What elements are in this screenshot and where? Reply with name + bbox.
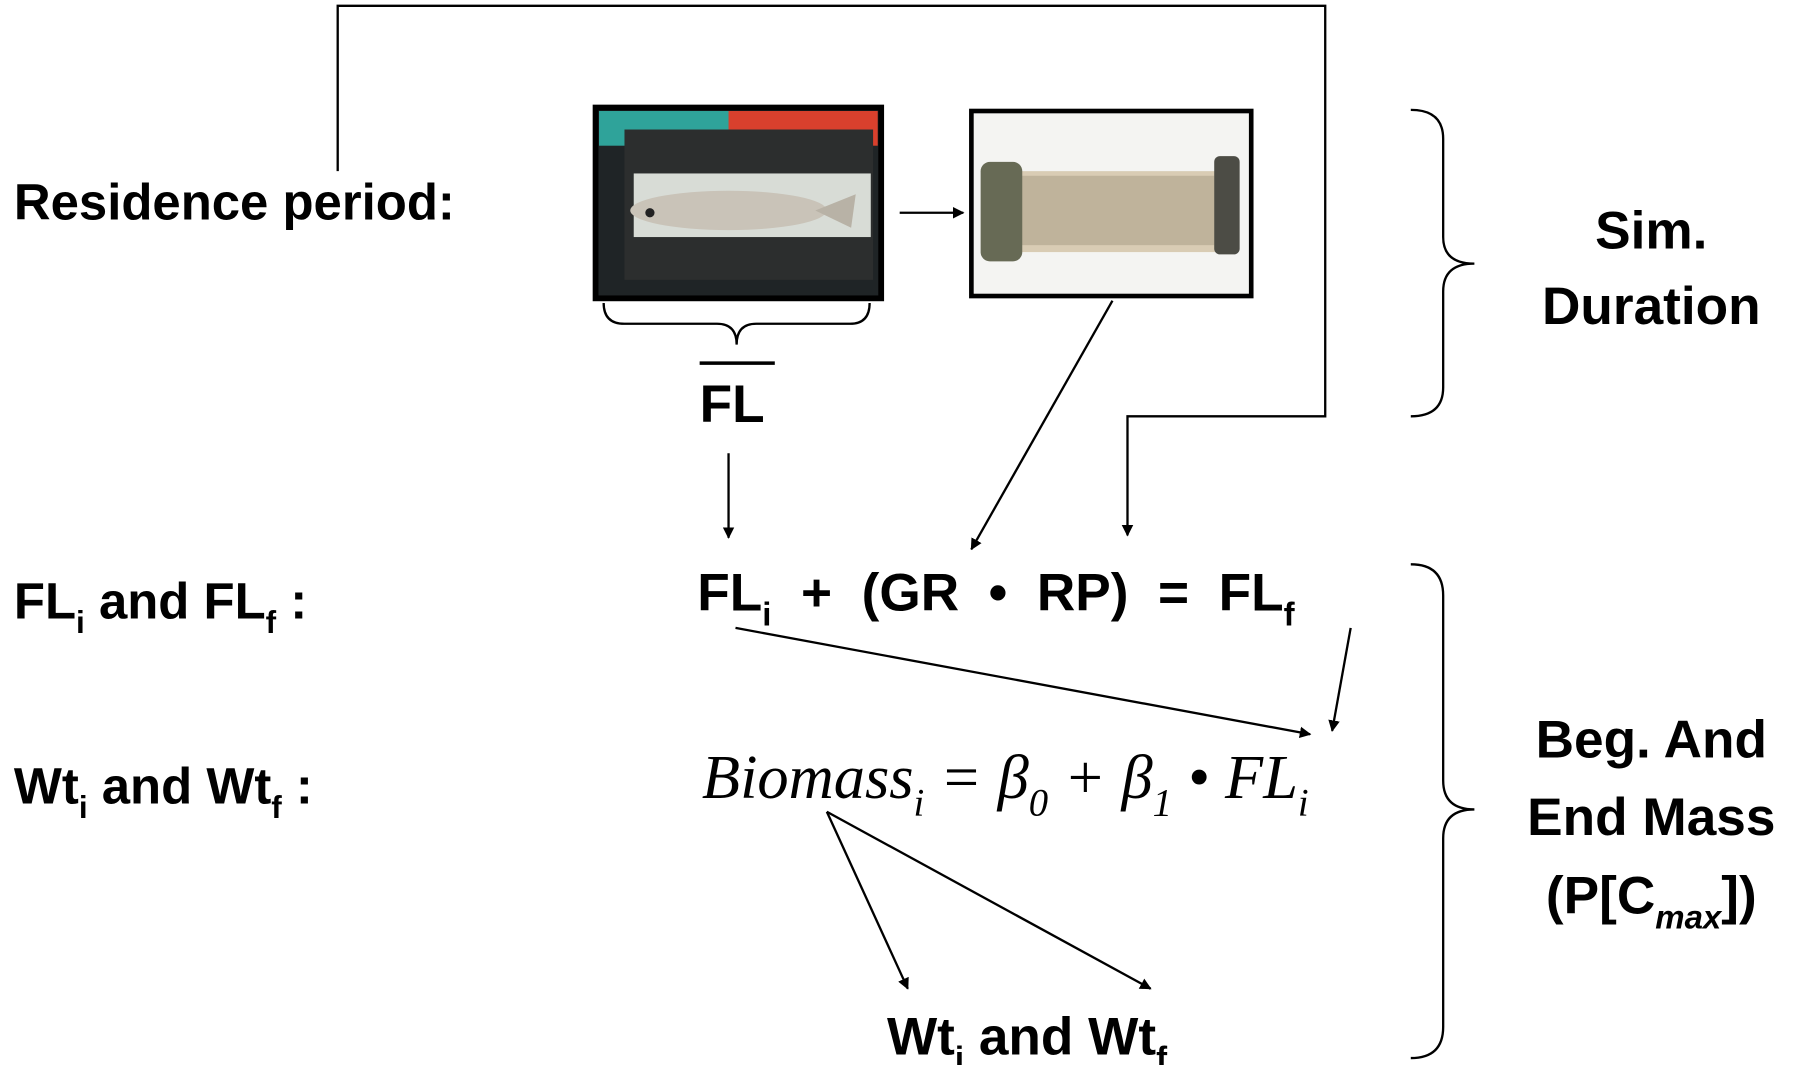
- subscript: f: [271, 789, 282, 825]
- label: Wti and Wtf: [887, 1008, 1168, 1065]
- subscript: i: [1298, 782, 1309, 824]
- scroll-photo: [969, 108, 1254, 299]
- subscript: f: [1156, 1039, 1168, 1065]
- arrow: [1328, 627, 1352, 732]
- label-part: FL: [204, 573, 266, 630]
- subscript: i: [76, 604, 85, 640]
- label-part: :: [276, 573, 307, 630]
- label-part: Duration: [1542, 277, 1761, 336]
- arrow: [970, 300, 1114, 551]
- label-part: Biomass: [702, 742, 914, 812]
- label-part: Beg. And: [1536, 710, 1767, 769]
- fish-photo: [592, 104, 885, 302]
- label-part: End Mass: [1527, 788, 1775, 847]
- label-part: Wt: [1088, 1008, 1156, 1065]
- label-part: FL: [1219, 564, 1284, 623]
- loop-arrow: [336, 4, 1327, 537]
- arrow: [735, 626, 1312, 739]
- subscript: max: [1655, 898, 1723, 935]
- brace: [602, 302, 871, 345]
- label-part: •: [1172, 742, 1225, 812]
- label-part: and: [964, 1008, 1088, 1065]
- label-part: ]): [1721, 867, 1756, 926]
- label: Residence period:: [14, 174, 455, 231]
- label-part: +: [1048, 742, 1121, 812]
- brace: [1410, 563, 1475, 1060]
- arrow: [826, 810, 1152, 990]
- label-part: (P[C: [1546, 867, 1655, 926]
- label-part: FL: [1224, 742, 1298, 812]
- label: Wti and Wtf :: [14, 758, 313, 825]
- subscript: f: [1284, 595, 1296, 632]
- subscript: f: [266, 604, 277, 640]
- label-part: β: [1121, 742, 1153, 812]
- label-part: and: [85, 573, 204, 630]
- subscript: i: [914, 782, 925, 824]
- label: FL: [700, 375, 765, 434]
- label: Biomassi = β0 + β1 • FLi: [702, 742, 1309, 824]
- label-part: Wt: [14, 758, 79, 815]
- subscript: i: [762, 595, 771, 632]
- label-part: Wt: [206, 758, 271, 815]
- subscript: i: [955, 1039, 964, 1065]
- label: FLi and FLf :: [14, 573, 307, 640]
- label-part: and: [88, 758, 207, 815]
- subscript: i: [79, 789, 88, 825]
- label-part: FL: [14, 573, 76, 630]
- label-part: Residence period:: [14, 174, 455, 231]
- label: End Mass: [1527, 788, 1775, 847]
- label-part: =: [924, 742, 997, 812]
- label-part: Sim.: [1595, 202, 1707, 261]
- label-part: FL: [697, 564, 762, 623]
- label-part: + (GR • RP) =: [771, 564, 1218, 623]
- label: Duration: [1542, 277, 1761, 336]
- arrow: [825, 811, 909, 990]
- label: Beg. And: [1536, 710, 1767, 769]
- label-part: FL: [700, 375, 765, 434]
- label-part: Wt: [887, 1008, 955, 1065]
- label-part: β: [997, 742, 1029, 812]
- subscript: 0: [1029, 782, 1048, 824]
- label: FLi + (GR • RP) = FLf: [697, 564, 1295, 633]
- subscript: 1: [1153, 782, 1172, 824]
- label: Sim.: [1595, 202, 1707, 261]
- label-part: :: [282, 758, 313, 815]
- label: (P[Cmax]): [1546, 867, 1757, 936]
- brace: [1410, 108, 1475, 418]
